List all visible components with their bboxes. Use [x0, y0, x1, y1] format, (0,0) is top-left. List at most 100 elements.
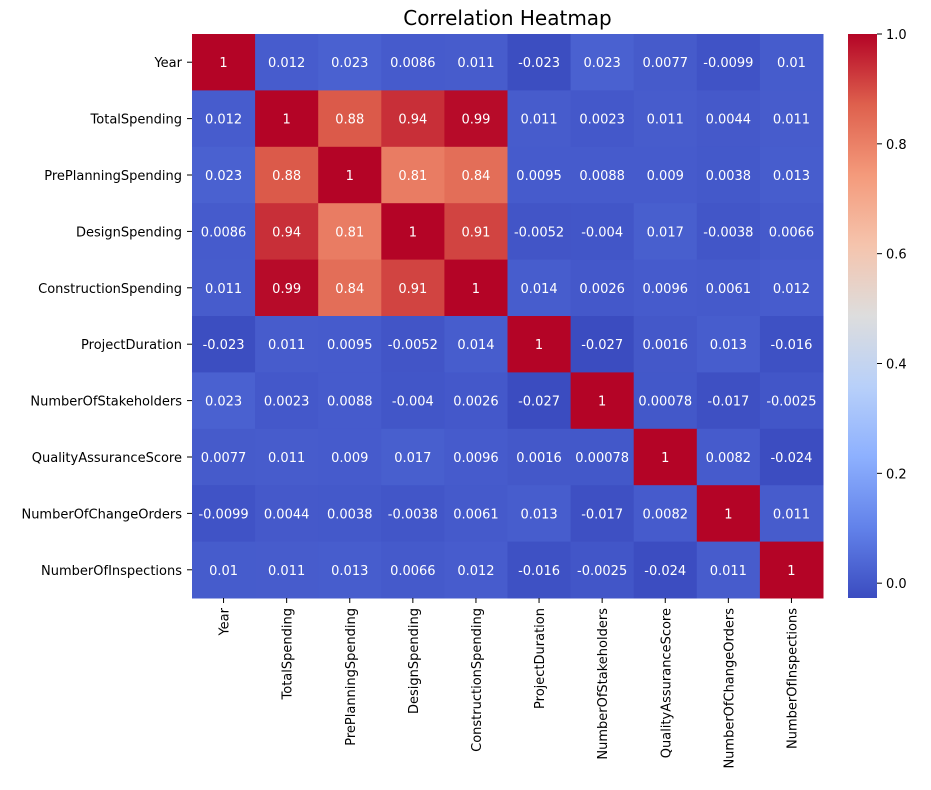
- heatmap-cell: [507, 485, 572, 543]
- heatmap-cell: [696, 203, 761, 261]
- cell-value-label: -0.0025: [577, 564, 627, 579]
- cell-value-label: 0.012: [457, 564, 494, 579]
- heatmap-cell: [633, 259, 698, 317]
- cell-value-label: 0.014: [520, 282, 557, 297]
- heatmap-cell: [759, 146, 824, 204]
- cell-value-label: 0.011: [268, 564, 305, 579]
- heatmap-cell: [507, 372, 572, 430]
- heatmap-cell: [507, 146, 572, 204]
- cell-value-label: 0.013: [520, 507, 557, 522]
- heatmap-cell: [633, 34, 698, 91]
- heatmap-cell: [381, 90, 445, 148]
- cell-value-label: 0.88: [272, 169, 301, 184]
- heatmap-cell: [696, 259, 761, 317]
- cell-value-label: 0.94: [272, 225, 301, 240]
- heatmap-cell: [444, 203, 508, 261]
- cell-value-label: 0.0095: [516, 169, 562, 184]
- heatmap-cell: [633, 541, 698, 599]
- heatmap-cell: [570, 90, 635, 148]
- heatmap-cell: [444, 259, 508, 317]
- cell-value-label: 1: [787, 564, 795, 579]
- cell-value-label: 0.0038: [706, 169, 752, 184]
- heatmap-cell: [255, 316, 319, 373]
- heatmap-cell: [318, 259, 382, 317]
- heatmap-cell: [633, 146, 698, 204]
- y-tick-label: QualityAssuranceScore: [32, 451, 182, 466]
- x-tick-label: Year: [218, 607, 233, 636]
- heatmap-cell: [381, 203, 445, 261]
- y-tick-label: NumberOfChangeOrders: [21, 507, 182, 522]
- heatmap-cell: [570, 428, 635, 486]
- heatmap-cell: [759, 485, 824, 543]
- cell-value-label: 0.0088: [579, 169, 625, 184]
- heatmap-cell: [444, 372, 508, 430]
- y-tick-label: NumberOfStakeholders: [30, 395, 182, 410]
- heatmap-cell: [444, 428, 508, 486]
- heatmap-cell: [192, 372, 256, 430]
- cell-value-label: 0.009: [647, 169, 684, 184]
- x-tick-labels: Year TotalSpending PrePlanningSpending Desi…: [218, 598, 800, 769]
- x-tick-label: DesignSpending: [407, 608, 422, 714]
- heatmap-cell: [570, 541, 635, 599]
- y-tick-label: TotalSpending: [90, 113, 182, 128]
- cell-value-label: 0.013: [773, 169, 810, 184]
- cell-value-label: 0.99: [461, 113, 490, 128]
- heatmap-cell: [318, 316, 382, 373]
- heatmap-cell: [192, 259, 256, 317]
- cell-value-label: 0.013: [710, 338, 747, 353]
- chart-title: Correlation Heatmap: [403, 6, 612, 30]
- cell-value-label: 0.88: [335, 113, 364, 128]
- heatmap-cell: [381, 34, 445, 91]
- heatmap-cell: [633, 428, 698, 486]
- cell-value-label: 0.011: [773, 507, 810, 522]
- heatmap-cell: [192, 34, 256, 91]
- colorbar-tick-label: 0.8: [886, 138, 907, 153]
- cell-value-label: 0.94: [398, 113, 427, 128]
- heatmap-cell: [696, 34, 761, 91]
- cell-value-label: 1: [409, 225, 417, 240]
- heatmap-cell: [255, 203, 319, 261]
- heatmap-cell: [255, 90, 319, 148]
- cell-value-label: 0.0082: [706, 451, 752, 466]
- cell-value-label: -0.023: [203, 338, 245, 353]
- cell-value-label: 0.00078: [575, 451, 629, 466]
- y-tick-label: ConstructionSpending: [38, 282, 182, 297]
- cell-value-label: 0.011: [710, 564, 747, 579]
- cell-value-label: 0.81: [398, 169, 427, 184]
- heatmap-cell: [381, 316, 445, 373]
- cell-value-label: 0.011: [268, 451, 305, 466]
- heatmap-cell: [444, 541, 508, 599]
- heatmap-cell: [570, 316, 635, 373]
- heatmap-cell: [255, 485, 319, 543]
- heatmap-cell: [444, 34, 508, 91]
- cell-value-label: 0.01: [209, 564, 238, 579]
- cell-value-label: -0.024: [770, 451, 812, 466]
- heatmap-cell: [507, 428, 572, 486]
- heatmap-cell: [381, 146, 445, 204]
- cell-value-label: 0.0016: [516, 451, 562, 466]
- heatmap-cell: [255, 146, 319, 204]
- cell-value-label: 0.0066: [390, 564, 436, 579]
- y-tick-label: PrePlanningSpending: [44, 169, 182, 184]
- cell-value-label: -0.017: [707, 395, 749, 410]
- heatmap-cell: [696, 90, 761, 148]
- x-tick-label: PrePlanningSpending: [344, 608, 359, 746]
- heatmap-cell: [255, 259, 319, 317]
- cell-value-label: 0.011: [773, 113, 810, 128]
- heatmap-cell: [318, 90, 382, 148]
- colorbar-tick-label: 0.6: [886, 248, 907, 263]
- cell-value-label: -0.027: [581, 338, 623, 353]
- heatmap-cell: [507, 316, 572, 373]
- x-tick-label: NumberOfInspections: [785, 608, 800, 749]
- cell-value-label: 0.0086: [201, 225, 247, 240]
- cell-value-label: 1: [346, 169, 354, 184]
- heatmap-cell: [507, 203, 572, 261]
- heatmap-cell: [759, 541, 824, 599]
- heatmap-cell: [696, 541, 761, 599]
- cell-value-label: 0.012: [205, 113, 242, 128]
- colorbar-tick-label: 0.4: [886, 358, 907, 373]
- heatmap-cell: [192, 541, 256, 599]
- heatmap-cell: [759, 316, 824, 373]
- heatmap-cell: [633, 203, 698, 261]
